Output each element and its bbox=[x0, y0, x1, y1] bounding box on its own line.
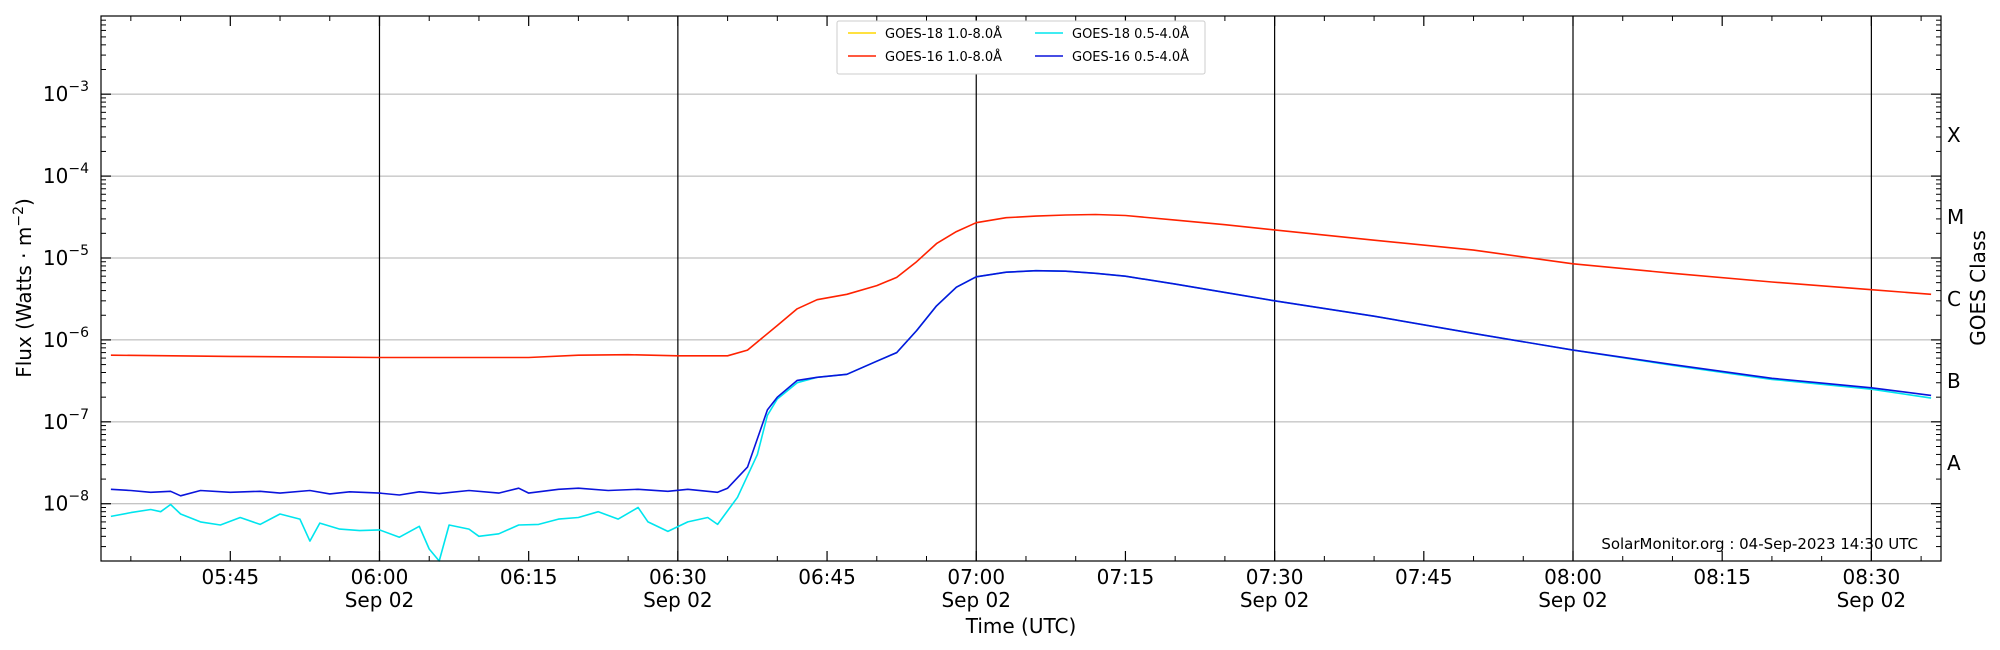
x-tick-label: 05:45 bbox=[201, 565, 259, 589]
x-tick-sublabel: Sep 02 bbox=[1837, 588, 1907, 612]
y-tick-label: 10−8 bbox=[43, 489, 89, 516]
series-line bbox=[110, 213, 1932, 359]
x-tick-label: 07:00 bbox=[947, 565, 1005, 589]
y-tick-label-exponent: −4 bbox=[68, 161, 89, 177]
x-tick-label: 08:00 bbox=[1544, 565, 1602, 589]
credit-text: SolarMonitor.org : 04-Sep-2023 14:30 UTC bbox=[1601, 535, 1918, 553]
x-tick-sublabel: Sep 02 bbox=[941, 588, 1011, 612]
x-tick-label: 06:15 bbox=[500, 565, 558, 589]
legend-label: GOES-18 1.0-8.0Å bbox=[885, 26, 1002, 42]
x-tick-label: 07:30 bbox=[1246, 565, 1304, 589]
y-tick-label: 10−6 bbox=[43, 325, 89, 352]
vertical-lines-layer bbox=[378, 16, 1872, 561]
y-tick-label: 10−4 bbox=[43, 161, 89, 188]
legend-label: GOES-16 0.5-4.0Å bbox=[1072, 49, 1189, 65]
y-tick-label-exponent: −8 bbox=[68, 489, 89, 505]
y-tick-label-base: 10 bbox=[43, 246, 68, 270]
goes-class-label: C bbox=[1947, 287, 1961, 311]
x-tick-label: 06:00 bbox=[351, 565, 409, 589]
y-tick-label: 10−5 bbox=[43, 243, 89, 270]
legend-box bbox=[836, 20, 1206, 75]
y-tick-label-exponent: −3 bbox=[68, 79, 89, 95]
y-axis-title-main: Flux (Watts · m bbox=[12, 227, 36, 378]
y-tick-label-exponent: −5 bbox=[68, 243, 89, 259]
plot-frame bbox=[100, 15, 1942, 562]
grid-layer bbox=[101, 93, 1941, 505]
goes-class-label: B bbox=[1947, 369, 1961, 393]
goes-class-label: M bbox=[1947, 205, 1964, 229]
x-axis-title: Time (UTC) bbox=[965, 614, 1077, 638]
legend: GOES-18 1.0-8.0Å GOES-16 1.0-8.0Å GOES-18 … bbox=[836, 20, 1206, 75]
y-tick-label: 10−7 bbox=[43, 407, 89, 434]
y-tick-label-base: 10 bbox=[43, 492, 68, 516]
x-tick-label: 07:15 bbox=[1097, 565, 1155, 589]
y-tick-label-base: 10 bbox=[43, 82, 68, 106]
series-line bbox=[110, 269, 1932, 497]
goes-class-label: A bbox=[1947, 451, 1961, 475]
goes-class-label: X bbox=[1947, 123, 1961, 147]
y-tick-labels: 10−810−710−610−510−410−3 bbox=[43, 79, 89, 516]
x-tick-sublabel: Sep 02 bbox=[345, 588, 415, 612]
goes-class-labels: A B C M X bbox=[1947, 123, 1964, 475]
tick-layer bbox=[101, 16, 1941, 562]
x-tick-label: 06:30 bbox=[649, 565, 707, 589]
y2-axis-title: GOES Class bbox=[1966, 230, 1990, 346]
x-tick-sublabel: Sep 02 bbox=[1538, 588, 1608, 612]
x-tick-label: 07:45 bbox=[1395, 565, 1453, 589]
x-tick-sublabel: Sep 02 bbox=[643, 588, 713, 612]
y-tick-label-base: 10 bbox=[43, 328, 68, 352]
series-layer bbox=[110, 213, 1932, 562]
y-tick-label: 10−3 bbox=[43, 79, 89, 106]
x-tick-sublabel: Sep 02 bbox=[1240, 588, 1310, 612]
y-tick-label-base: 10 bbox=[43, 410, 68, 434]
y-tick-label-base: 10 bbox=[43, 164, 68, 188]
y-tick-label-exponent: −7 bbox=[68, 407, 89, 423]
y-axis-title-close: ) bbox=[12, 198, 36, 206]
legend-label: GOES-16 1.0-8.0Å bbox=[885, 49, 1002, 65]
y-tick-label-exponent: −6 bbox=[68, 325, 89, 341]
y-axis-title-exp: −2 bbox=[11, 206, 27, 227]
x-tick-label: 06:45 bbox=[798, 565, 856, 589]
x-tick-label: 08:30 bbox=[1843, 565, 1901, 589]
y-axis-title: Flux (Watts · m−2) bbox=[11, 198, 36, 378]
legend-label: GOES-18 0.5-4.0Å bbox=[1072, 26, 1189, 42]
x-tick-label: 08:15 bbox=[1693, 565, 1751, 589]
